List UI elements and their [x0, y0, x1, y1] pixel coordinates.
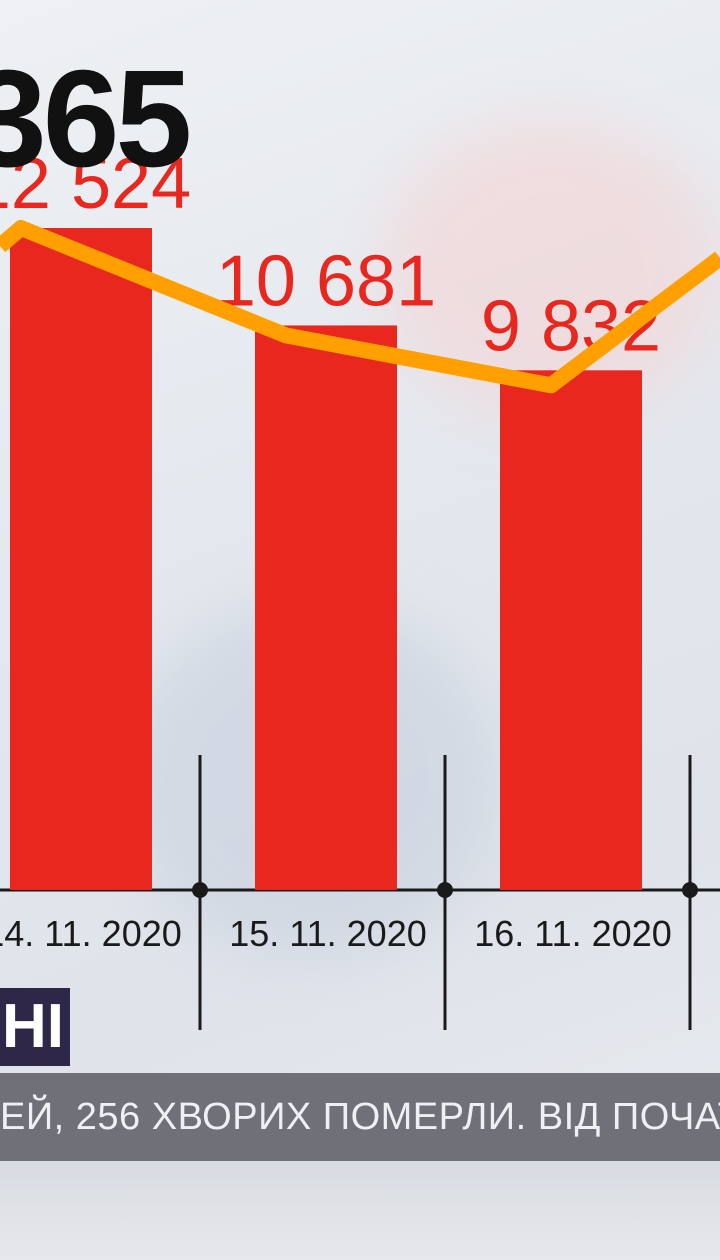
- axis-node: [437, 882, 453, 898]
- axis-node: [682, 882, 698, 898]
- news-ticker: ЕЙ, 256 ХВОРИХ ПОМЕРЛИ. ВІД ПОЧАТКУ ПАНД…: [0, 1073, 720, 1161]
- date-label-1: 14. 11. 2020: [0, 913, 182, 954]
- bar-1: [10, 228, 152, 890]
- date-label-3: 16. 11. 2020: [474, 913, 672, 954]
- date-label-2: 15. 11. 2020: [229, 913, 427, 954]
- value-label-2: 10 681: [216, 241, 436, 321]
- axis-node: [192, 882, 208, 898]
- bar-2: [255, 325, 397, 890]
- bottom-band: [0, 1161, 720, 1260]
- value-label-1: 12 524: [0, 144, 191, 224]
- bar-3: [500, 370, 642, 890]
- news-ticker-text: ЕЙ, 256 ХВОРИХ ПОМЕРЛИ. ВІД ПОЧАТКУ ПАНД…: [0, 1096, 720, 1138]
- headline-number: 365: [0, 42, 192, 196]
- trend-line: [0, 220, 720, 394]
- section-label: НІ: [0, 988, 70, 1066]
